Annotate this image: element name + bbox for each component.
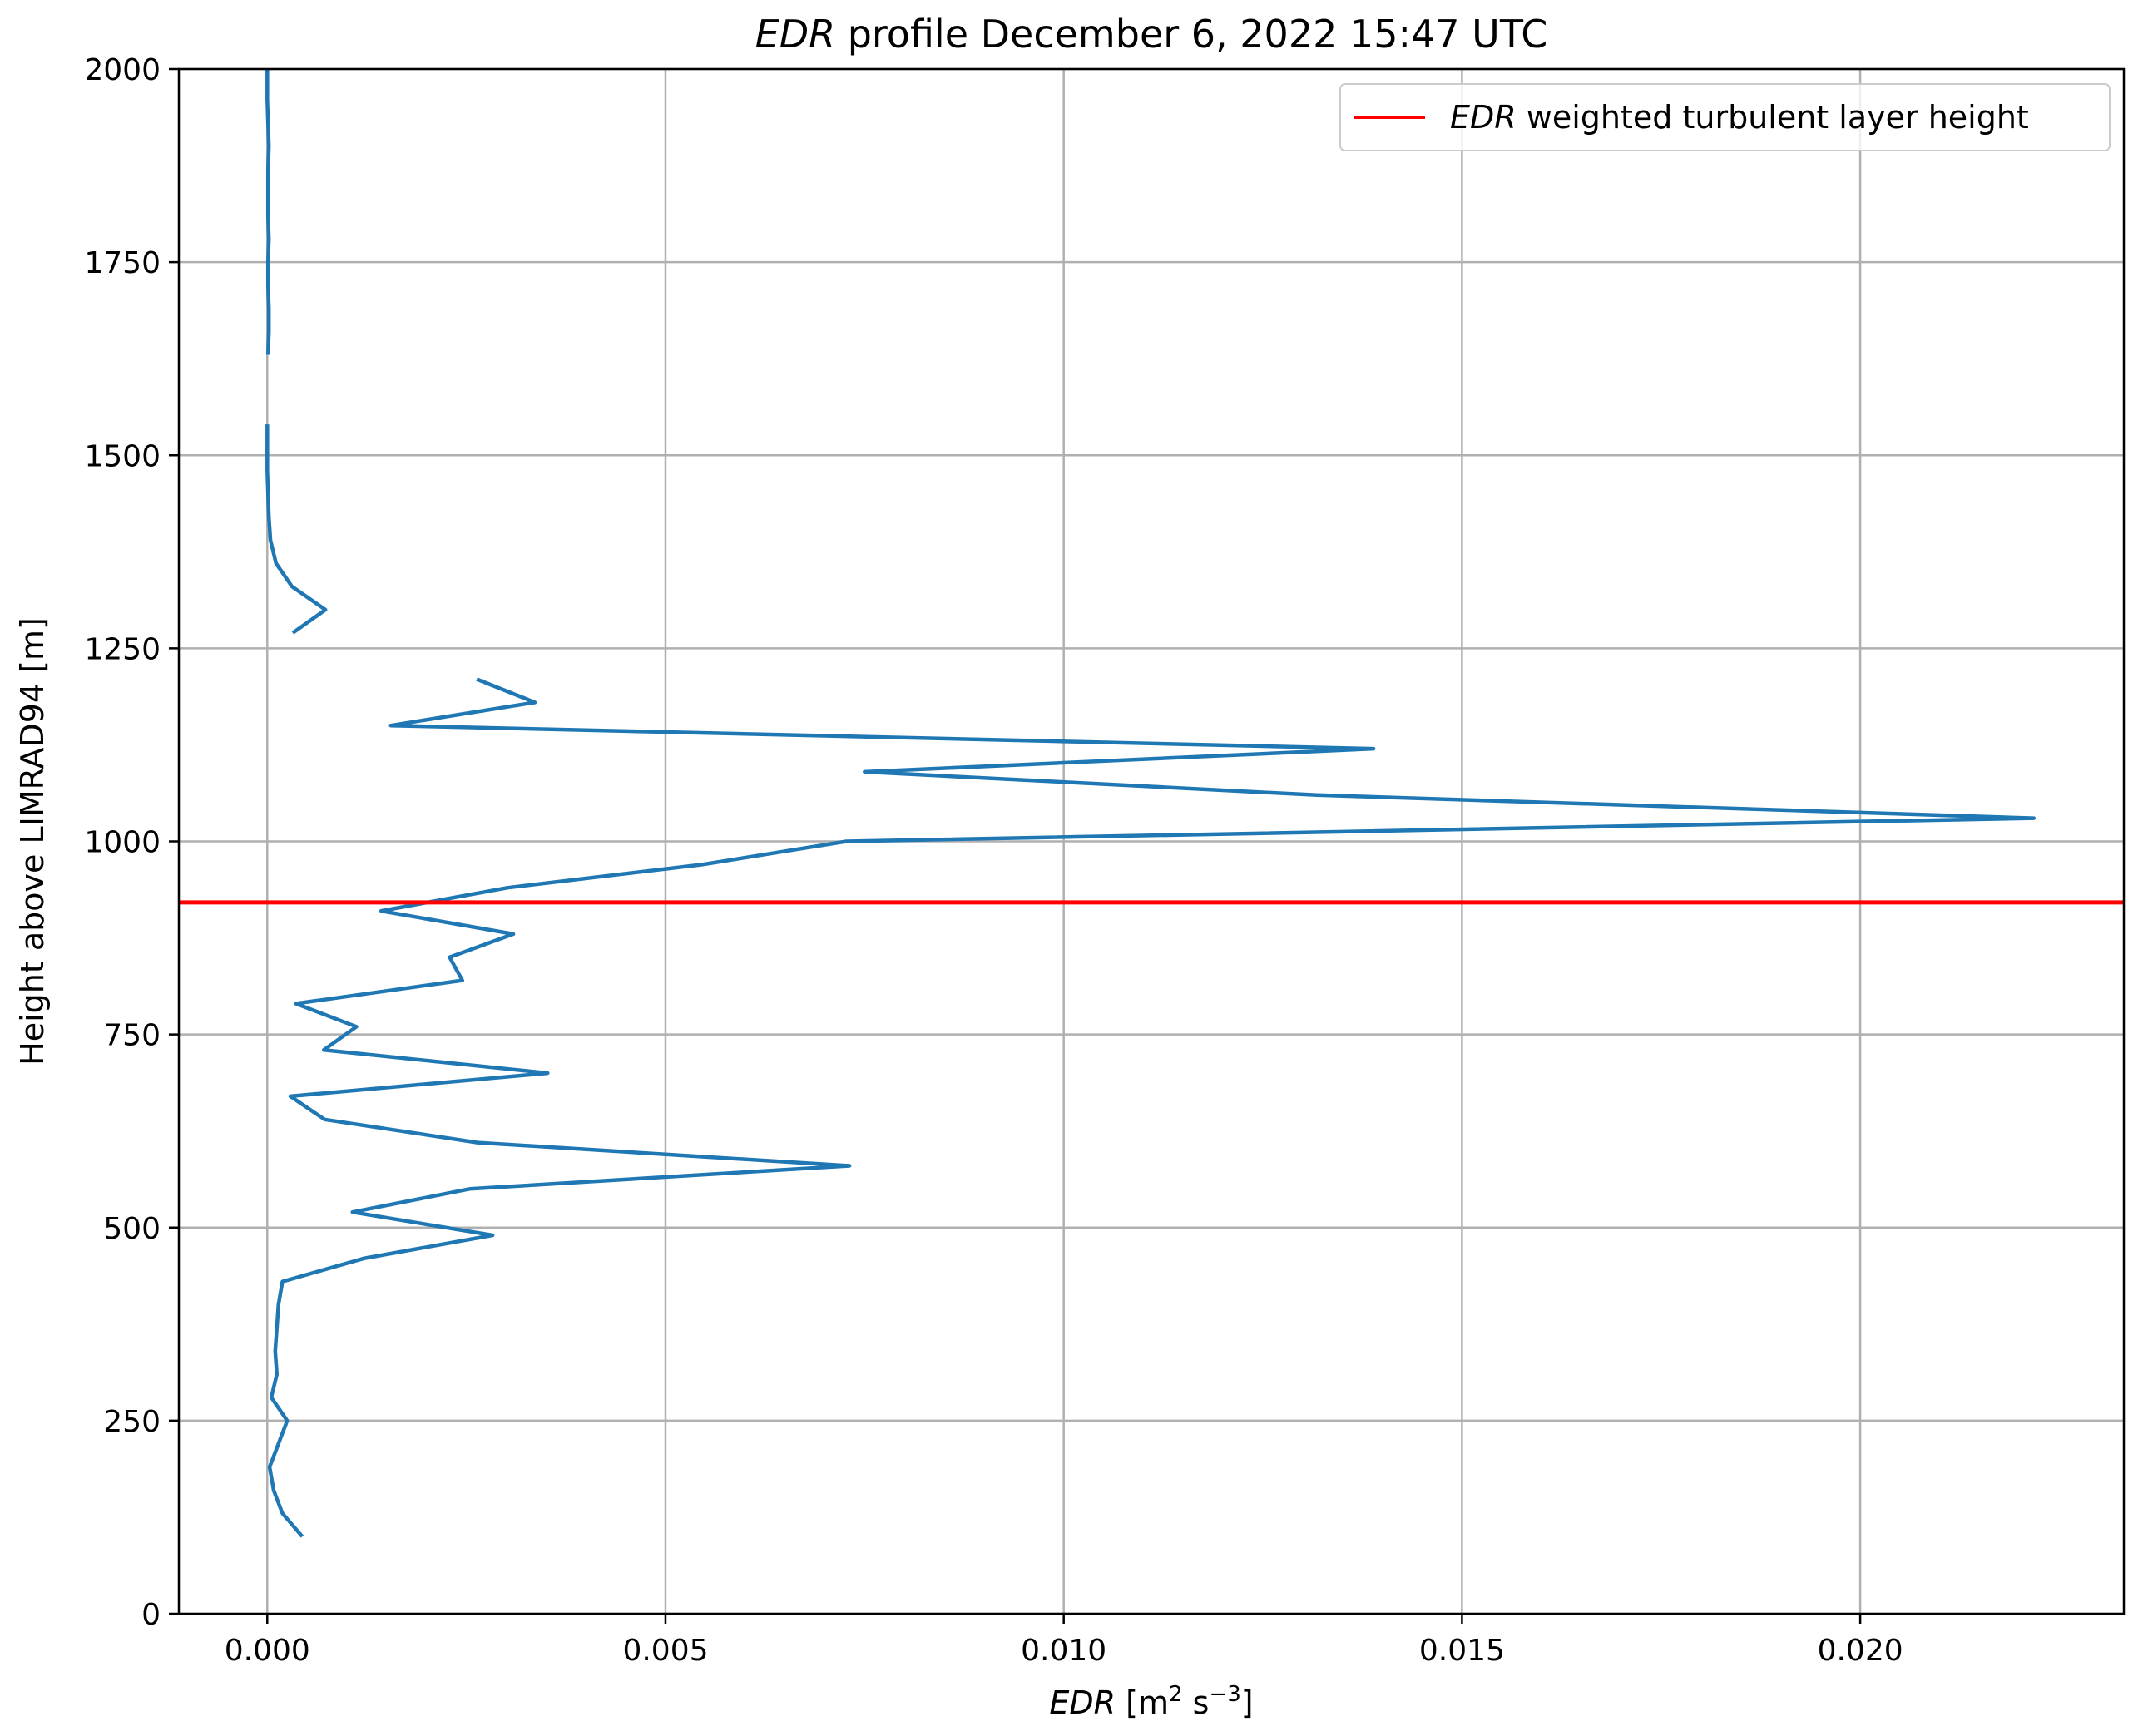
legend-label-rest: weighted turbulent layer height	[1517, 99, 2029, 136]
y-tick-label: 500	[103, 1212, 161, 1246]
plot-data	[179, 69, 2124, 1538]
edr-profile-line	[267, 677, 2036, 1538]
title-italic: EDR	[755, 12, 835, 57]
y-tick-label: 1500	[84, 439, 161, 473]
ticks: 0.000 0.005 0.010 0.015 0.020 0 250 500 750 1000 1…	[84, 53, 1903, 1668]
y-tick-label: 750	[103, 1019, 161, 1053]
legend: EDR weighted turbulent layer height	[1339, 83, 2111, 151]
edr-profile-line	[265, 69, 271, 355]
x-tick-label: 0.010	[1021, 1634, 1106, 1668]
legend-label: EDR weighted turbulent layer height	[1450, 99, 2029, 136]
x-label-exp1: 2	[1169, 1682, 1183, 1707]
title-rest: profile December 6, 2022 15:47 UTC	[835, 12, 1547, 57]
y-axis-label: Height above LIMRAD94 [m]	[14, 617, 51, 1066]
y-tick-label: 1750	[84, 246, 161, 280]
y-tick-label: 1250	[84, 632, 161, 666]
x-label-unit-open: [m	[1116, 1684, 1169, 1721]
legend-box	[1339, 83, 2111, 151]
x-label-mid: s	[1183, 1684, 1210, 1721]
legend-label-italic: EDR	[1450, 99, 1517, 136]
x-tick-label: 0.000	[225, 1634, 310, 1668]
x-tick-label: 0.015	[1419, 1634, 1505, 1668]
x-tick-label: 0.020	[1818, 1634, 1903, 1668]
x-label-close: ]	[1241, 1684, 1254, 1721]
y-tick-label: 250	[103, 1405, 161, 1439]
x-label-italic: EDR	[1049, 1684, 1116, 1721]
x-axis-label: EDR [m2 s−3]	[1049, 1682, 1253, 1721]
y-tick-label: 2000	[84, 53, 161, 87]
chart-title: EDR profile December 6, 2022 15:47 UTC	[755, 12, 1548, 57]
y-tick-label: 1000	[84, 826, 161, 860]
x-tick-label: 0.005	[622, 1634, 708, 1668]
edr-profile-line	[265, 424, 328, 635]
x-label-exp2: −3	[1209, 1682, 1240, 1707]
y-tick-label: 0	[141, 1598, 161, 1632]
